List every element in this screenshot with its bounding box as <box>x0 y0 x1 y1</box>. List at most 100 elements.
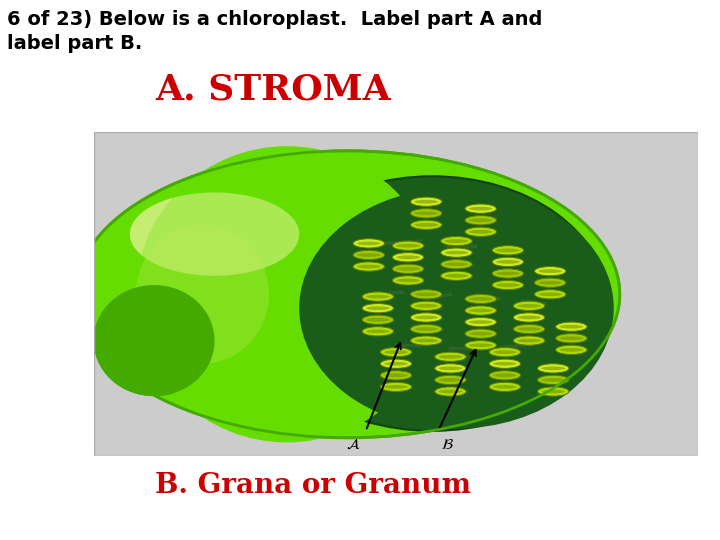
Ellipse shape <box>469 218 492 222</box>
Ellipse shape <box>384 374 408 377</box>
Ellipse shape <box>465 227 496 237</box>
Ellipse shape <box>94 285 215 396</box>
Ellipse shape <box>541 367 565 370</box>
Ellipse shape <box>380 382 412 392</box>
Ellipse shape <box>465 318 496 327</box>
Ellipse shape <box>392 241 424 251</box>
Ellipse shape <box>384 350 408 354</box>
Ellipse shape <box>489 348 521 357</box>
Ellipse shape <box>136 225 269 364</box>
Ellipse shape <box>489 370 521 380</box>
Text: $\mathcal{A}$: $\mathcal{A}$ <box>346 437 361 452</box>
Ellipse shape <box>445 262 468 266</box>
Ellipse shape <box>559 325 583 328</box>
Ellipse shape <box>415 200 438 204</box>
Ellipse shape <box>534 278 566 287</box>
Ellipse shape <box>556 334 587 343</box>
Ellipse shape <box>136 146 438 442</box>
Ellipse shape <box>415 304 438 308</box>
Ellipse shape <box>492 269 523 278</box>
Ellipse shape <box>366 306 390 310</box>
Ellipse shape <box>465 204 496 213</box>
Ellipse shape <box>539 269 562 273</box>
Ellipse shape <box>534 267 566 276</box>
Ellipse shape <box>492 246 523 255</box>
Ellipse shape <box>396 244 420 247</box>
Ellipse shape <box>559 348 583 352</box>
Ellipse shape <box>538 387 569 396</box>
Ellipse shape <box>415 212 438 215</box>
Ellipse shape <box>94 285 215 396</box>
Ellipse shape <box>435 375 466 384</box>
Ellipse shape <box>556 345 587 354</box>
Ellipse shape <box>469 297 492 301</box>
Ellipse shape <box>396 267 420 271</box>
Ellipse shape <box>465 341 496 350</box>
Ellipse shape <box>362 315 394 325</box>
Ellipse shape <box>380 348 412 357</box>
Ellipse shape <box>415 339 438 342</box>
Ellipse shape <box>366 318 390 322</box>
Ellipse shape <box>496 260 520 264</box>
Ellipse shape <box>541 378 565 382</box>
Ellipse shape <box>513 325 545 334</box>
Ellipse shape <box>538 364 569 373</box>
Ellipse shape <box>492 257 523 267</box>
Ellipse shape <box>380 359 412 368</box>
Ellipse shape <box>357 253 381 257</box>
Ellipse shape <box>438 390 462 393</box>
Ellipse shape <box>496 283 520 287</box>
Ellipse shape <box>435 364 466 373</box>
Ellipse shape <box>415 315 438 319</box>
Ellipse shape <box>445 274 468 278</box>
Ellipse shape <box>493 350 517 354</box>
Ellipse shape <box>257 176 608 431</box>
Ellipse shape <box>353 239 384 248</box>
Ellipse shape <box>559 336 583 340</box>
Ellipse shape <box>441 237 472 246</box>
Ellipse shape <box>392 264 424 273</box>
Ellipse shape <box>469 207 492 211</box>
Ellipse shape <box>517 315 541 319</box>
Ellipse shape <box>465 329 496 338</box>
Ellipse shape <box>441 248 472 257</box>
Ellipse shape <box>541 390 565 393</box>
Ellipse shape <box>410 313 442 322</box>
Ellipse shape <box>384 362 408 366</box>
Ellipse shape <box>469 332 492 335</box>
Ellipse shape <box>465 306 496 315</box>
Ellipse shape <box>380 370 412 380</box>
Ellipse shape <box>496 272 520 275</box>
Ellipse shape <box>353 251 384 260</box>
Ellipse shape <box>441 271 472 280</box>
Ellipse shape <box>469 320 492 324</box>
Ellipse shape <box>76 151 620 438</box>
Ellipse shape <box>366 295 390 299</box>
Ellipse shape <box>396 279 420 282</box>
Ellipse shape <box>538 375 569 384</box>
Ellipse shape <box>353 262 384 271</box>
Ellipse shape <box>357 265 381 268</box>
Ellipse shape <box>410 208 442 218</box>
Ellipse shape <box>469 343 492 347</box>
Ellipse shape <box>396 255 420 259</box>
Ellipse shape <box>435 352 466 361</box>
Ellipse shape <box>513 301 545 310</box>
Ellipse shape <box>539 293 562 296</box>
Ellipse shape <box>130 192 300 276</box>
Ellipse shape <box>493 374 517 377</box>
Ellipse shape <box>435 387 466 396</box>
Ellipse shape <box>392 276 424 285</box>
Ellipse shape <box>300 188 613 429</box>
Ellipse shape <box>445 251 468 254</box>
Ellipse shape <box>469 309 492 312</box>
Ellipse shape <box>517 339 541 342</box>
Ellipse shape <box>415 327 438 331</box>
Ellipse shape <box>410 336 442 345</box>
Text: A. STROMA: A. STROMA <box>155 72 391 106</box>
Ellipse shape <box>366 329 390 333</box>
Ellipse shape <box>410 301 442 310</box>
Ellipse shape <box>493 362 517 366</box>
Ellipse shape <box>415 223 438 227</box>
Ellipse shape <box>362 292 394 301</box>
